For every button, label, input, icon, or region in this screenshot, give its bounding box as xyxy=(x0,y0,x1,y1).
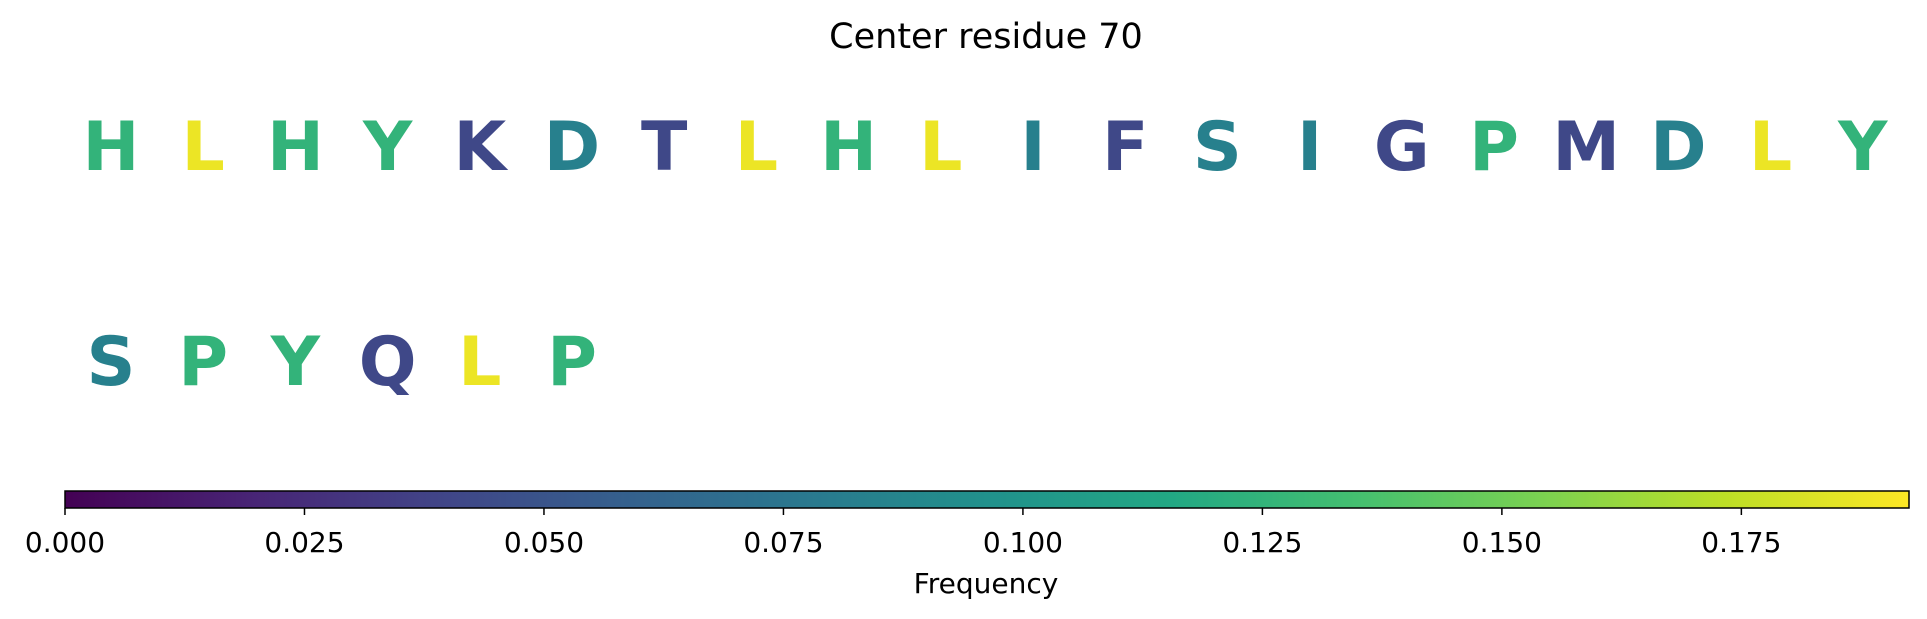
residue-letter: M xyxy=(1552,108,1620,187)
residue-letter: L xyxy=(1749,108,1792,187)
residue-letter: Y xyxy=(362,108,413,187)
colorbar-tick-label: 0.175 xyxy=(1701,526,1781,559)
residue-letter: I xyxy=(1020,108,1045,187)
residue-letter: S xyxy=(1193,108,1242,187)
residue-sequence: H L H Y K D T L H L I F S I G P M D L YS P Y Q L P xyxy=(83,108,1889,402)
residue-letter: H xyxy=(267,108,324,187)
residue-letter: L xyxy=(919,108,962,187)
residue-letter: K xyxy=(453,108,508,187)
colorbar-ticks: 0.000 0.025 0.050 0.075 0.100 0.125 0.150 0.175 xyxy=(25,508,1781,559)
colorbar-tick-label: 0.100 xyxy=(983,526,1063,559)
residue-letter: Y xyxy=(270,323,321,402)
residue-letter: G xyxy=(1374,108,1430,187)
residue-letter: P xyxy=(1469,108,1519,187)
residue-letter: P xyxy=(178,323,228,402)
residue-letter: F xyxy=(1102,108,1148,187)
residue-letter: P xyxy=(547,323,597,402)
residue-letter: L xyxy=(458,323,501,402)
colorbar-frame xyxy=(64,490,1910,509)
residue-letter: D xyxy=(1650,108,1706,187)
residue-letter: Y xyxy=(1837,108,1888,187)
residue-letter: S xyxy=(87,323,136,402)
colorbar-tick-label: 0.125 xyxy=(1222,526,1302,559)
colorbar-tick-label: 0.075 xyxy=(743,526,823,559)
residue-letter: I xyxy=(1297,108,1322,187)
colorbar-gradient xyxy=(65,491,1909,508)
colorbar-tick-label: 0.000 xyxy=(25,526,105,559)
residue-letter: L xyxy=(735,108,778,187)
residue-letter: L xyxy=(182,108,225,187)
residue-letter: H xyxy=(820,108,877,187)
colorbar-label: Frequency xyxy=(914,567,1059,600)
residue-letter: T xyxy=(641,108,688,187)
colorbar-tick-label: 0.050 xyxy=(504,526,584,559)
residue-letter: Q xyxy=(359,323,417,402)
chart-title: Center residue 70 xyxy=(829,17,1143,57)
colorbar: 0.000 0.025 0.050 0.075 0.100 0.125 0.150 0.175… xyxy=(25,490,1910,600)
residue-letter: H xyxy=(83,108,140,187)
colorbar-tick-label: 0.150 xyxy=(1462,526,1542,559)
colorbar-tick-label: 0.025 xyxy=(264,526,344,559)
residue-letter: D xyxy=(544,108,600,187)
